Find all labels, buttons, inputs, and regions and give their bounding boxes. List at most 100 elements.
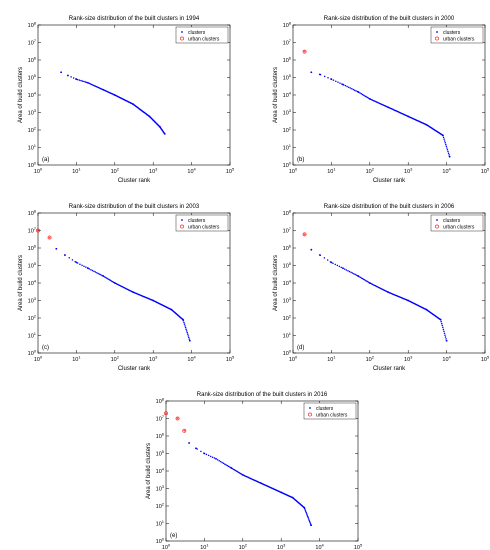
clusters-series [188,442,312,527]
cluster-point [344,84,347,87]
y-axis-label: Area of build clusters [18,255,24,311]
x-tick-label: 101 [72,167,81,176]
cluster-point [182,320,185,322]
cluster-point [188,442,190,444]
cluster-point [341,83,343,85]
cluster-point [232,468,234,470]
cluster-point [90,268,92,271]
y-tick-label: 106 [283,244,292,253]
cluster-point [443,138,445,140]
clusters-series [55,247,191,342]
y-tick-label: 105 [283,73,292,82]
cluster-point [355,274,358,276]
y-tick-label: 105 [156,449,165,458]
cluster-point [445,338,447,340]
cluster-point [72,77,75,79]
cluster-point [364,279,366,281]
cluster-point [349,87,352,89]
chart-title: Rank-size distribution of the built clus… [69,16,200,22]
legend-urban-label: urban clusters [443,37,475,43]
x-tick-label: 104 [315,543,324,550]
y-tick-label: 107 [28,38,37,47]
x-axis-label: Cluster rank [118,366,151,372]
panel-label: (d) [297,345,304,351]
panel-a: Rank-size distribution of the built clus… [18,16,235,184]
cluster-point [80,79,82,82]
clusters-series [310,248,448,342]
cluster-point [326,259,329,261]
y-tick-label: 101 [28,331,37,340]
cluster-point [360,93,363,95]
cluster-point [186,333,189,335]
cluster-point [439,318,442,321]
cluster-point [185,330,188,332]
cluster-point [339,82,341,84]
cluster-point [189,340,191,342]
cluster-point [83,80,85,83]
cluster-point [103,276,106,278]
legend-box [430,26,484,44]
cluster-point [356,275,359,277]
urban-cluster-point [302,49,307,54]
cluster-point [444,336,447,338]
cluster-point [307,518,310,520]
y-tick-label: 103 [283,296,292,305]
panel-label: (b) [297,157,304,163]
cluster-point [327,77,329,79]
cluster-point [445,145,448,147]
cluster-point [97,272,99,275]
cluster-point [441,324,444,327]
cluster-point [107,278,109,280]
x-tick-label: 105 [354,543,363,550]
cluster-point [363,94,365,96]
x-tick-label: 100 [34,355,43,364]
panel-c: Rank-size distribution of the built clus… [18,204,235,372]
cluster-point [352,88,355,91]
cluster-point [83,265,85,267]
cluster-point [85,266,87,268]
x-tick-label: 102 [111,167,120,176]
cluster-point [310,248,313,251]
cluster-point [70,76,72,78]
cluster-point [94,271,97,273]
x-tick-label: 103 [277,543,286,550]
y-tick-label: 105 [283,261,292,270]
cluster-point [55,248,58,250]
x-tick-label: 104 [442,167,451,176]
cluster-point [336,264,339,267]
cluster-point [184,326,187,329]
urban-cluster-point [36,228,40,233]
x-axis-label: Cluster rank [373,178,406,184]
cluster-point [226,464,229,467]
y-tick-label: 103 [28,296,37,305]
y-tick-label: 102 [28,314,37,323]
cluster-point [446,147,448,149]
legend-urban-marker [180,36,184,41]
legend-box [430,214,484,232]
y-axis-label: Area of build clusters [273,255,279,311]
cluster-point [442,134,444,137]
cluster-point [338,265,341,268]
legend-urban-label: urban clusters [188,37,220,43]
cluster-point [85,81,88,84]
urban-cluster-point [182,428,187,433]
x-tick-label: 103 [404,167,413,176]
x-tick-label: 105 [481,355,490,364]
cluster-point [363,278,365,281]
cluster-point [448,155,451,158]
y-tick-label: 108 [28,21,37,30]
cluster-point [309,521,311,524]
y-tick-label: 104 [283,91,292,100]
urban-cluster-point [164,411,168,416]
legend-urban-marker [180,224,184,229]
cluster-point [319,73,322,76]
y-tick-label: 108 [156,397,165,406]
legend-box [175,214,229,232]
x-tick-label: 101 [327,167,336,176]
cluster-point [310,71,313,73]
cluster-point [365,95,367,98]
panel-e: Rank-size distribution of the built clus… [146,392,363,550]
